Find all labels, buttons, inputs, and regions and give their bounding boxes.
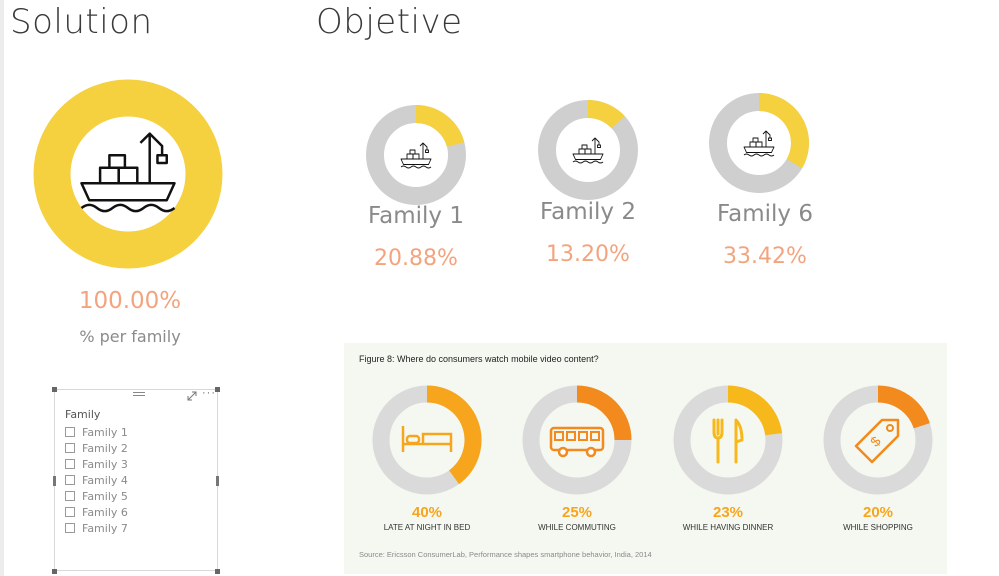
bed-icon [401, 426, 453, 452]
family-1-percent: 20.88% [374, 246, 458, 271]
checkbox[interactable] [65, 459, 75, 469]
family-2-percent: 13.20% [546, 242, 630, 267]
figure-donut-commuting [522, 385, 632, 495]
objective-heading: Objetive [316, 2, 463, 42]
solution-donut[interactable] [33, 79, 223, 269]
slicer-item[interactable]: Family 2 [65, 441, 128, 455]
slicer-item[interactable]: Family 1 [65, 425, 128, 439]
slicer-item[interactable]: Family 5 [65, 489, 128, 503]
cargo-ship-icon [572, 137, 604, 164]
fork-knife-icon [712, 418, 744, 464]
solution-subtitle: % per family [79, 327, 181, 346]
family-6-percent: 33.42% [723, 244, 807, 269]
figure-percent: 23% [712, 504, 744, 521]
figure-percent: 40% [411, 504, 443, 521]
more-options-icon[interactable]: ··· [202, 387, 216, 399]
slicer-item[interactable]: Family 4 [65, 473, 128, 487]
figure-caption: WHILE COMMUTING [538, 523, 616, 532]
family-2-label: Family 2 [540, 199, 636, 225]
checkbox[interactable] [65, 427, 75, 437]
focus-mode-icon[interactable] [187, 391, 197, 401]
checkbox[interactable] [65, 491, 75, 501]
resize-handle[interactable] [53, 476, 56, 486]
solution-heading: Solution [10, 2, 153, 42]
resize-handle[interactable] [216, 476, 219, 486]
figure-percent: 25% [561, 504, 593, 521]
cargo-ship-icon [743, 130, 775, 157]
figure-caption: WHILE HAVING DINNER [682, 523, 774, 532]
infographic-figure: Figure 8: Where do consumers watch mobil… [344, 343, 947, 574]
family-2-donut[interactable] [537, 99, 639, 201]
solution-percent: 100.00% [78, 288, 182, 314]
resize-handle[interactable] [215, 387, 220, 392]
bus-icon [549, 426, 605, 458]
figure-caption: LATE AT NIGHT IN BED [383, 523, 471, 532]
checkbox[interactable] [65, 475, 75, 485]
left-border [0, 0, 4, 576]
slicer-item[interactable]: Family 3 [65, 457, 128, 471]
solution-donut-ring [33, 79, 223, 269]
donut-value-arc [576, 385, 632, 441]
drag-grip-icon[interactable] [133, 392, 145, 393]
svg-text:$: $ [867, 433, 884, 450]
slicer-item[interactable]: Family 7 [65, 521, 128, 535]
donut-value-arc [758, 93, 809, 169]
figure-donut-bed [372, 385, 482, 495]
slicer-header: Family [65, 408, 101, 421]
resize-handle[interactable] [215, 569, 220, 574]
family-6-donut[interactable] [708, 92, 810, 194]
figure-donut-dinner [673, 385, 783, 495]
donut-value-arc [415, 105, 465, 148]
cargo-ship-icon [400, 142, 432, 169]
resize-handle[interactable] [52, 387, 57, 392]
checkbox[interactable] [65, 443, 75, 453]
donut-value-arc [727, 385, 783, 436]
checkbox[interactable] [65, 523, 75, 533]
cargo-ship-icon [80, 132, 176, 213]
figure-donut-shopping: $ [823, 385, 933, 495]
resize-handle[interactable] [52, 569, 57, 574]
donut-value-arc [426, 385, 482, 485]
figure-percent: 20% [862, 504, 894, 521]
figure-title: Figure 8: Where do consumers watch mobil… [359, 354, 599, 364]
donut-value-arc [877, 385, 930, 429]
family-6-label: Family 6 [717, 201, 813, 227]
price-tag-icon: $ [854, 418, 900, 464]
figure-caption: WHILE SHOPPING [843, 523, 913, 532]
family-slicer[interactable]: ··· Family Family 1 Family 2 Family 3 Fa… [54, 387, 218, 571]
slicer-item[interactable]: Family 6 [65, 505, 128, 519]
checkbox[interactable] [65, 507, 75, 517]
family-1-label: Family 1 [368, 203, 464, 229]
family-1-donut[interactable] [365, 104, 467, 206]
donut-value-arc [587, 100, 625, 129]
figure-source: Source: Ericsson ConsumerLab, Performanc… [359, 550, 652, 559]
